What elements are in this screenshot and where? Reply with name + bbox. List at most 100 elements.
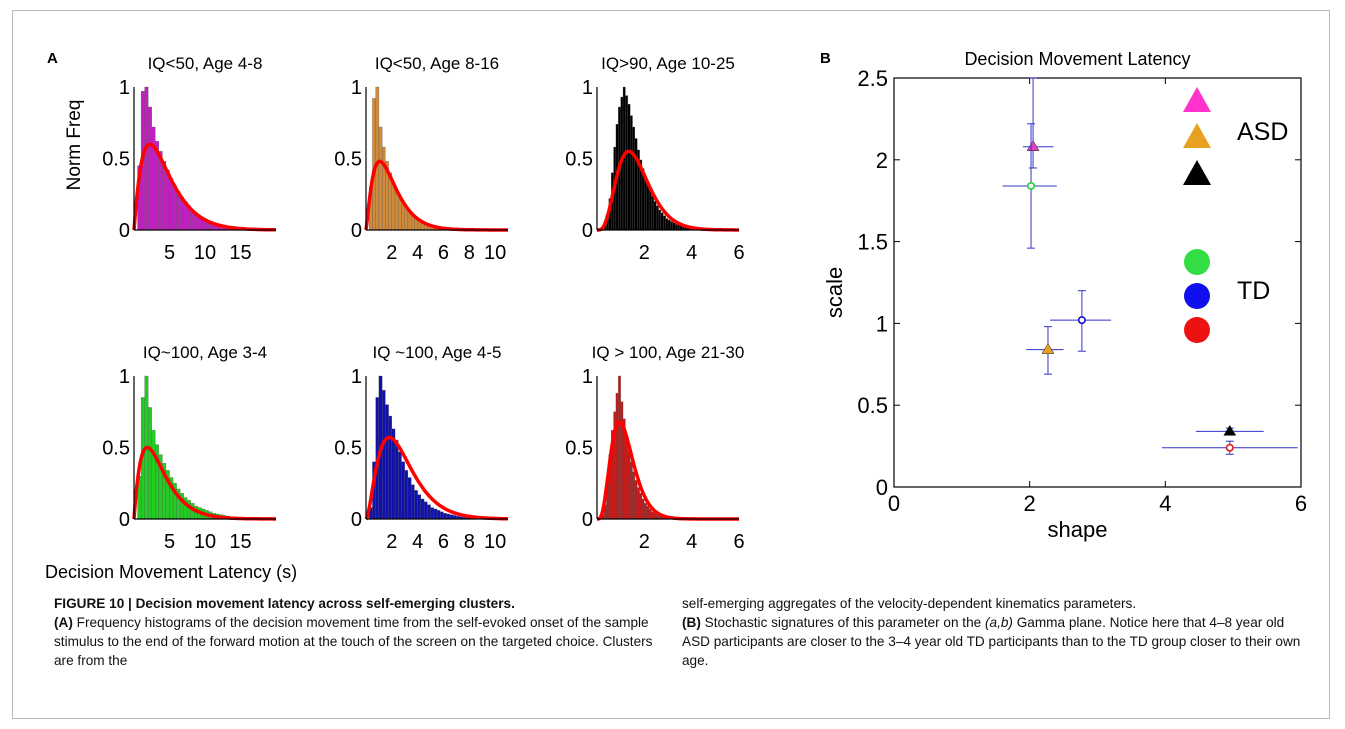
scatter-title: Decision Movement Latency	[964, 49, 1190, 69]
x-tick-label: 2	[639, 531, 650, 553]
histogram-bar	[172, 185, 177, 231]
histogram-title: IQ~100, Age 3-4	[143, 343, 267, 362]
histogram-bar	[440, 511, 444, 520]
histogram-bar	[665, 218, 669, 231]
y-tick-label: 0	[582, 509, 593, 531]
histogram-bar	[618, 375, 621, 520]
x-tick-label: 2	[386, 531, 397, 553]
x-tick-label: 6	[1295, 491, 1307, 516]
histogram-bar	[144, 86, 149, 231]
y-tick-label: 0	[582, 220, 593, 242]
y-tick-label: 1	[351, 366, 362, 388]
histogram-bar	[672, 222, 676, 231]
gamma-fit-curve	[132, 142, 276, 232]
histogram-bar	[651, 195, 654, 231]
histogram-bar	[404, 208, 409, 231]
x-tick-label: 6	[733, 242, 744, 264]
histogram-bar	[411, 484, 415, 520]
scatter-point-triangle	[1026, 140, 1040, 151]
histogram-bar	[375, 86, 380, 231]
histogram-bar	[151, 430, 156, 520]
scatter-point-circle	[1027, 181, 1036, 190]
histogram-bar	[414, 490, 418, 520]
y-tick-label: 0	[119, 220, 130, 242]
x-tick-label: 10	[484, 531, 506, 553]
histogram-bar	[667, 219, 671, 231]
y-tick-label: 1.5	[857, 230, 888, 255]
histogram-bar	[446, 513, 451, 520]
histogram-bar	[646, 184, 650, 231]
x-tick-label: 5	[164, 242, 175, 264]
histogram-bar	[627, 104, 631, 231]
histogram-bar	[398, 198, 402, 231]
histogram-bar	[404, 470, 409, 520]
histogram-bar	[398, 451, 402, 520]
histogram-bar	[663, 215, 666, 231]
histogram-bar	[436, 510, 441, 520]
scatter-point-triangle	[1041, 343, 1055, 354]
panel-label-b: B	[820, 50, 831, 67]
histogram-title: IQ<50, Age 4-8	[148, 54, 263, 73]
histogram-bar	[627, 450, 631, 520]
y-tick-label: 1	[351, 77, 362, 99]
histogram-bar	[401, 204, 405, 231]
x-tick-label: 6	[733, 531, 744, 553]
y-tick-label: 1	[582, 77, 593, 99]
histogram-bar	[646, 505, 650, 520]
legend-triangle-marker	[1183, 123, 1211, 148]
histogram-bar	[674, 224, 678, 231]
caption-b-label: (B)	[682, 615, 701, 630]
y-tick-label: 1	[119, 77, 130, 99]
y-tick-label: 0.5	[334, 438, 362, 460]
histogram-bar	[644, 176, 647, 231]
histogram-bar	[417, 494, 422, 520]
x-tick-label: 10	[194, 531, 216, 553]
legend-td-label: TD	[1237, 277, 1270, 305]
caption-left: FIGURE 10 | Decision movement latency ac…	[54, 594, 662, 670]
histogram-xlabel: Decision Movement Latency (s)	[45, 562, 297, 582]
histogram-bar	[634, 480, 638, 520]
histogram-bar	[423, 501, 428, 520]
histogram-bar	[391, 182, 396, 231]
histogram-bar	[632, 126, 636, 231]
histogram-bar	[430, 507, 434, 520]
x-tick-label: 4	[412, 242, 423, 264]
scatter-panel: Decision Movement Latency 0 0.5 1 1.5 2 2.5 0 2 4…	[822, 49, 1307, 542]
histogram-panel-5: IQ ~100, Age 4-5 0 0.5 1 2 4 6 8 10	[334, 343, 509, 553]
caption-a-label: (A)	[54, 615, 73, 630]
histogram-bar	[151, 126, 156, 231]
histogram-panel-2: IQ<50, Age 8-16 0 0.5 1 2 4 6 8 10	[334, 54, 508, 264]
x-tick-label: 4	[1159, 491, 1171, 516]
legend-triangle-marker	[1183, 160, 1211, 185]
histogram-bar	[443, 513, 447, 520]
x-tick-label: 8	[464, 242, 475, 264]
caption-a-text-continued: self-emerging aggregates of the velocity…	[682, 596, 1137, 611]
y-tick-label: 1	[582, 366, 593, 388]
histogram-panel-1: IQ<50, Age 4-800.515 10 15	[102, 54, 276, 264]
histogram-bar	[401, 461, 405, 520]
y-tick-label: 0.5	[102, 149, 130, 171]
x-tick-label: 10	[194, 242, 216, 264]
histogram-bar	[658, 209, 662, 231]
histogram-bar	[433, 508, 438, 520]
histogram-title: IQ ~100, Age 4-5	[372, 343, 501, 362]
histogram-panel-3: IQ>90, Age 10-25 0 0.5 1 2 4 6	[565, 54, 744, 264]
histogram-bar	[148, 407, 152, 520]
x-tick-label: 8	[464, 531, 475, 553]
gamma-fit-curve	[364, 435, 509, 521]
histogram-bar	[148, 106, 152, 231]
y-tick-label: 0	[119, 509, 130, 531]
scatter-point-circle	[1077, 316, 1086, 325]
x-tick-label: 2	[639, 242, 650, 264]
caption-b-plane: (a,b)	[984, 615, 1013, 630]
x-tick-label: 5	[164, 531, 175, 553]
x-tick-label: 0	[888, 491, 900, 516]
histogram-bar	[381, 146, 386, 231]
caption-title: FIGURE 10 | Decision movement latency ac…	[54, 596, 515, 611]
histogram-bar	[449, 514, 454, 520]
legend-circle-marker	[1184, 249, 1210, 275]
histogram-bar	[648, 189, 652, 231]
histogram-bar	[381, 390, 386, 520]
histogram-bar	[615, 393, 619, 520]
histogram-bar	[653, 513, 657, 520]
